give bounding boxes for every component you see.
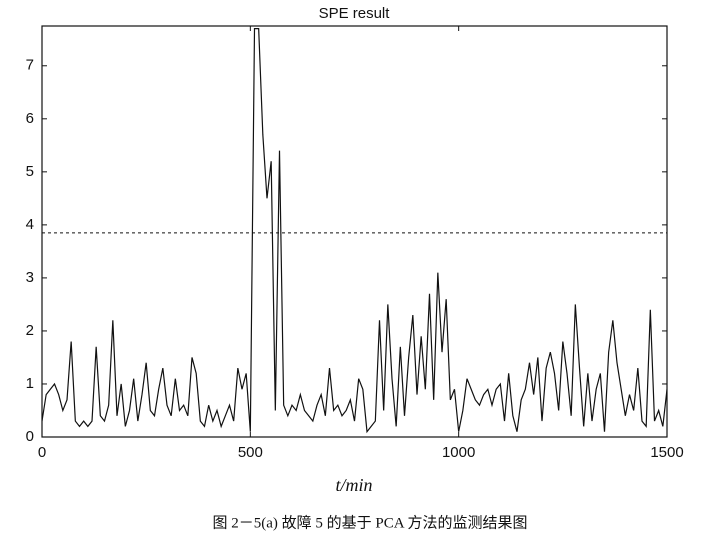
- y-tick-label: 4: [26, 216, 34, 233]
- y-tick-label: 7: [26, 57, 34, 74]
- y-tick-label: 0: [26, 428, 34, 445]
- x-tick-label: 1000: [442, 444, 475, 461]
- x-axis-label: t/min: [335, 475, 372, 495]
- data-line: [42, 28, 667, 434]
- y-tick-label: 3: [26, 269, 34, 286]
- x-tick-label: 0: [38, 444, 46, 461]
- plot-frame: [41, 25, 668, 438]
- x-tick-label: 1500: [650, 444, 683, 461]
- x-tick-label: 500: [238, 444, 263, 461]
- chart-title: SPE result: [319, 5, 391, 22]
- y-tick-label: 6: [26, 110, 34, 127]
- y-tick-label: 5: [26, 163, 34, 180]
- y-tick-label: 1: [26, 375, 34, 392]
- caption: 图 2－5(a) 故障 5 的基于 PCA 方法的监测结果图: [212, 513, 527, 531]
- y-tick-label: 2: [26, 322, 34, 339]
